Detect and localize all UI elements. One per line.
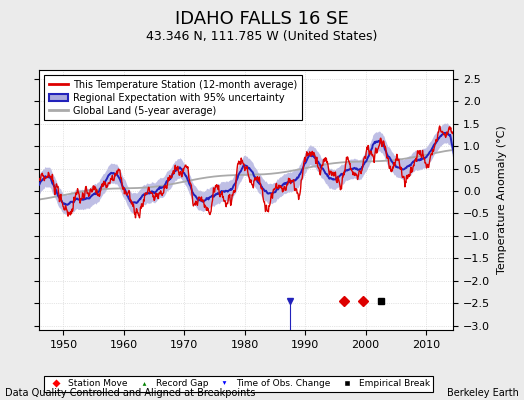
Text: IDAHO FALLS 16 SE: IDAHO FALLS 16 SE [175, 10, 349, 28]
Text: Berkeley Earth: Berkeley Earth [447, 388, 519, 398]
Text: Data Quality Controlled and Aligned at Breakpoints: Data Quality Controlled and Aligned at B… [5, 388, 256, 398]
Legend: Station Move, Record Gap, Time of Obs. Change, Empirical Break: Station Move, Record Gap, Time of Obs. C… [44, 376, 433, 392]
Y-axis label: Temperature Anomaly (°C): Temperature Anomaly (°C) [497, 126, 507, 274]
Text: 43.346 N, 111.785 W (United States): 43.346 N, 111.785 W (United States) [146, 30, 378, 43]
